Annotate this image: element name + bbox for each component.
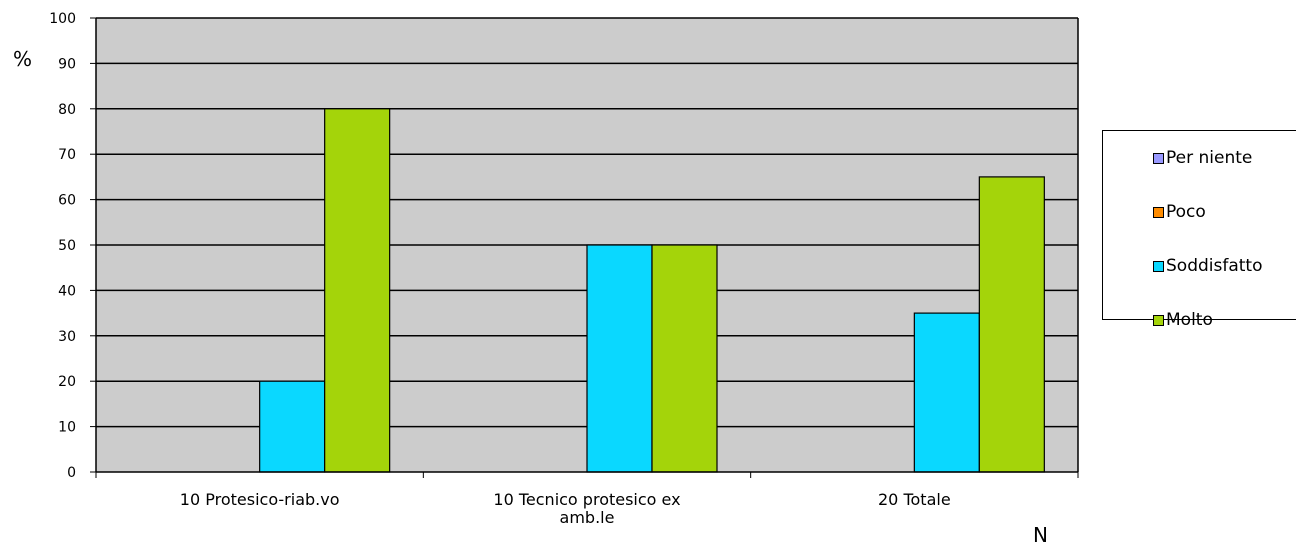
legend-label: Molto: [1166, 310, 1213, 330]
legend-item-poco: Poco: [1153, 202, 1206, 222]
legend-label: Per niente: [1166, 148, 1253, 168]
bar-molto: [651, 244, 718, 473]
bar-molto: [978, 176, 1045, 473]
x-axis-title: N: [1033, 523, 1048, 544]
chart-legend: Per niente Poco Soddisfatto Molto: [1102, 130, 1296, 330]
axes: [90, 17, 1079, 478]
bar-soddisfatto: [259, 380, 326, 473]
y-tick-label: 0: [67, 465, 76, 481]
legend-label: Soddisfatto: [1166, 256, 1263, 276]
y-tick-label: 90: [58, 56, 76, 72]
bar-soddisfatto: [586, 244, 653, 473]
legend-item-molto: Molto: [1153, 310, 1213, 330]
bar-molto: [324, 108, 391, 473]
y-axis-title: %: [13, 47, 32, 71]
bars: [259, 108, 1045, 473]
legend-swatch: [1153, 206, 1164, 218]
y-tick-label: 60: [58, 193, 76, 209]
x-category-label: amb.le: [560, 508, 615, 527]
y-tick-label: 100: [49, 11, 76, 27]
y-tick-labels: 0 10 20 30 40 50 60 70 80 90 100: [49, 11, 76, 481]
y-tick-label: 70: [58, 147, 76, 163]
legend-swatch: [1153, 152, 1164, 164]
x-category-label: 10 Protesico-riab.vo: [180, 490, 340, 509]
y-tick-label: 20: [58, 374, 76, 390]
y-tick-label: 40: [58, 283, 76, 299]
y-tick-label: 10: [58, 420, 76, 436]
legend-item-soddisfatto: Soddisfatto: [1153, 256, 1263, 276]
x-category-label: 20 Totale: [878, 490, 951, 509]
x-category-labels: 10 Protesico-riab.vo 10 Tecnico protesico…: [180, 490, 951, 527]
y-tick-label: 50: [58, 238, 76, 254]
y-tick-label: 30: [58, 329, 76, 345]
bar-soddisfatto: [913, 312, 980, 473]
legend-swatch: [1153, 260, 1164, 272]
x-category-label: 10 Tecnico protesico ex: [493, 490, 680, 509]
legend-label: Poco: [1166, 202, 1206, 222]
legend-swatch: [1153, 314, 1164, 326]
legend-item-per-niente: Per niente: [1153, 148, 1252, 168]
y-tick-label: 80: [58, 102, 76, 118]
